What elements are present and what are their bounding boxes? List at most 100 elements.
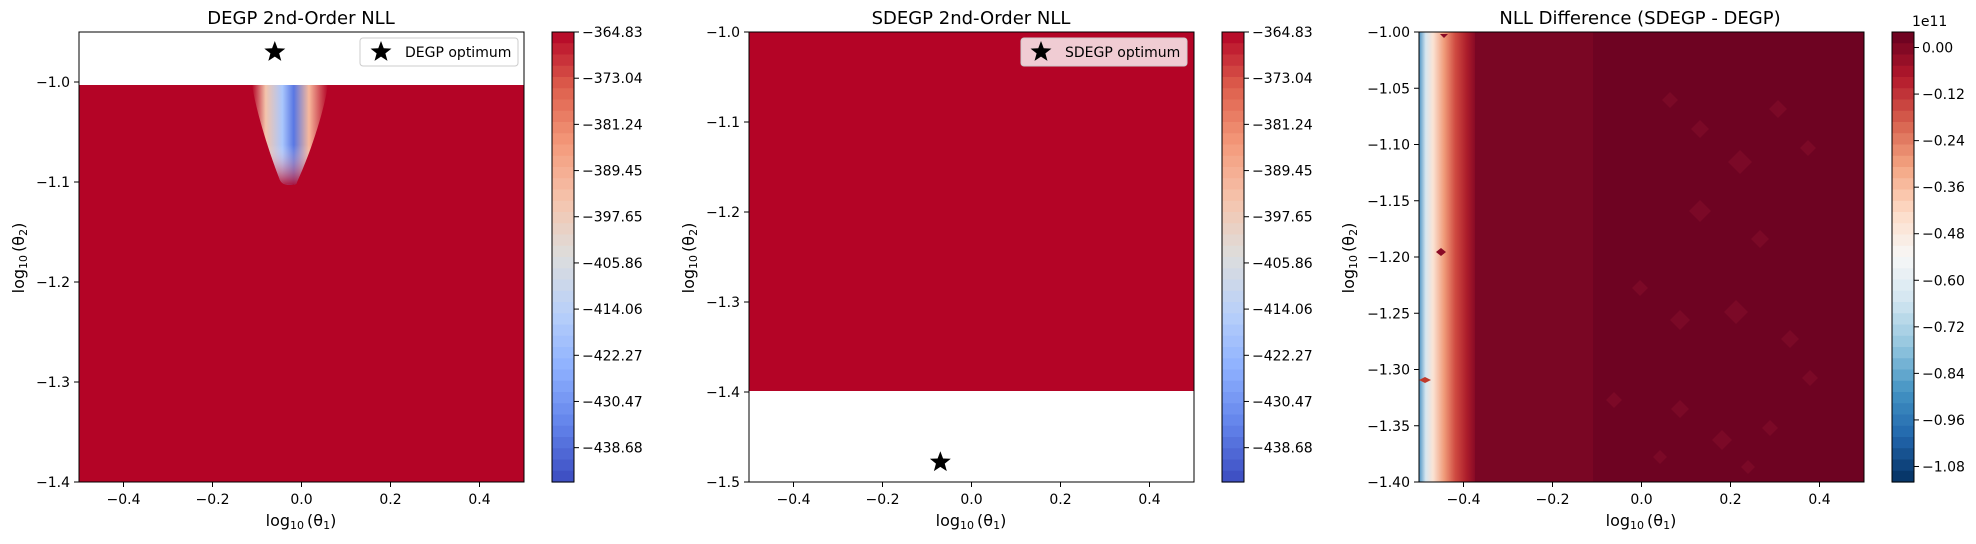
colorbar-segment <box>1892 448 1914 461</box>
noise-blob <box>1653 450 1667 464</box>
colorbar-segment <box>1892 335 1914 348</box>
colorbar-segment <box>1222 403 1244 416</box>
colorbar-segment <box>1892 155 1914 168</box>
y-axis: −1.4 −1.3 −1.2 −1.1 −1.0 <box>36 75 79 491</box>
colorbar-segment <box>552 268 574 281</box>
transition-band <box>1475 32 1593 482</box>
colorbar-segment <box>1892 43 1914 56</box>
colorbar-tick-label: −397.65 <box>1252 210 1313 226</box>
colorbar-tick-label: −405.86 <box>582 256 643 272</box>
panel-nll-difference: NLL Difference (SDEGP - DEGP) <box>1339 8 1965 532</box>
plot-area <box>79 85 524 482</box>
colorbar-segment <box>1892 99 1914 112</box>
x-tick-label: 0.2 <box>1049 492 1071 508</box>
colorbar-tick-label: −438.68 <box>1252 441 1313 457</box>
colorbar-segment <box>552 302 574 314</box>
edge-spikes <box>1419 34 1448 383</box>
colorbar-tick-label: −381.24 <box>1252 117 1313 133</box>
colorbar-segment <box>552 313 574 326</box>
colorbar-segment <box>1892 470 1914 483</box>
edge-spike <box>1419 377 1431 383</box>
colorbar-segment <box>1222 234 1244 247</box>
legend: SDEGP optimum <box>1020 37 1188 67</box>
y-tick-label: −1.3 <box>36 375 70 391</box>
colorbar-segment <box>1222 290 1244 303</box>
colorbar-segment <box>1222 133 1244 146</box>
colorbar: −364.83 −373.04 −381.24 −389.45 −397.65 −405.… <box>551 25 643 483</box>
colorbar-tick-label: −397.65 <box>582 210 643 226</box>
colorbar-segment <box>552 380 574 393</box>
colorbar-tick-label: −422.27 <box>1252 348 1313 364</box>
colorbar-segment <box>552 54 574 67</box>
x-axis: −0.4 −0.2 0.0 0.2 0.4 <box>1447 482 1831 508</box>
panel-degp-nll: DEGP 2nd-Order NLL DEGP optimum −0.4 −0.2… <box>9 8 643 532</box>
x-tick-label: 0.0 <box>1630 492 1652 508</box>
colorbar-segment <box>552 448 574 461</box>
colorbar-segment <box>1892 77 1914 89</box>
colorbar-segment <box>552 43 574 56</box>
colorbar-segment <box>552 200 574 213</box>
x-axis: −0.4 −0.2 0.0 0.2 0.4 <box>107 482 491 508</box>
colorbar-segment <box>1892 144 1914 157</box>
colorbar-segment <box>552 178 574 191</box>
colorbar-segment <box>1892 459 1914 472</box>
edge-spike <box>1436 248 1446 256</box>
optimum-star <box>264 41 286 61</box>
colorbar-segment <box>1892 302 1914 314</box>
colorbar-segment <box>1222 414 1244 427</box>
panel-title: SDEGP 2nd-Order NLL <box>872 8 1071 29</box>
colorbar-segment <box>1222 268 1244 281</box>
x-tick-label: 0.0 <box>960 492 982 508</box>
y-tick-label: −1.1 <box>706 115 740 131</box>
colorbar-segment <box>1222 459 1244 472</box>
colorbar-segment <box>552 257 574 269</box>
y-axis-label: log10(θ2) <box>679 223 700 294</box>
colorbar-segment <box>1892 437 1914 449</box>
colorbar-segment <box>552 167 574 179</box>
y-tick-label: −1.2 <box>706 205 740 221</box>
colorbar-frame <box>1891 31 1915 483</box>
panel-title: NLL Difference (SDEGP - DEGP) <box>1499 8 1780 29</box>
colorbar-segment <box>1892 88 1914 101</box>
x-tick-label: 0.2 <box>1719 492 1741 508</box>
colorbar-segment <box>552 110 574 123</box>
colorbar-frame <box>551 31 575 483</box>
colorbar-segment <box>1892 369 1914 382</box>
noise-blob <box>1712 430 1732 450</box>
edge-gradient <box>1419 32 1475 482</box>
colorbar-segment <box>1222 425 1244 438</box>
colorbar-segment <box>1222 335 1244 348</box>
y-tick-label: −1.3 <box>706 295 740 311</box>
colorbar-segment <box>1222 54 1244 67</box>
colorbar-segment <box>1892 32 1914 44</box>
colorbar-tick-label: −430.47 <box>1252 394 1313 410</box>
colorbar-tick-label: −381.24 <box>582 117 643 133</box>
y-tick-label: −1.0 <box>706 25 740 41</box>
panel-sdegp-nll: SDEGP 2nd-Order NLL SDEGP optimum −0.4 −0… <box>679 8 1313 532</box>
x-axis-label: log10 (θ1) <box>936 511 1007 532</box>
legend-star <box>370 41 392 61</box>
y-tick-label: −1.0 <box>36 75 70 91</box>
panel-title: DEGP 2nd-Order NLL <box>207 8 394 29</box>
x-tick-label: 0.4 <box>468 492 490 508</box>
colorbar-segment <box>552 65 574 78</box>
y-tick-label: −1.15 <box>1367 194 1410 210</box>
y-tick-label: −1.00 <box>1367 25 1410 41</box>
colorbar-segment <box>1892 324 1914 337</box>
y-tick-label: −1.1 <box>36 175 70 191</box>
colorbar-segment <box>552 223 574 236</box>
colorbar-segment <box>552 122 574 134</box>
noise-blob <box>1632 280 1648 296</box>
colorbar-segment <box>1222 178 1244 191</box>
x-tick-label: −0.4 <box>777 492 811 508</box>
colorbar-tick-label: −430.47 <box>582 394 643 410</box>
colorbar-segment <box>1892 212 1914 224</box>
y-tick-label: −1.4 <box>36 475 70 491</box>
colorbar-segment <box>1892 257 1914 269</box>
colorbar-segment <box>552 279 574 292</box>
colorbar-segment <box>1892 122 1914 134</box>
colorbar-segment <box>1892 65 1914 78</box>
colorbar-segment <box>1222 110 1244 123</box>
colorbar-segment <box>1892 279 1914 292</box>
